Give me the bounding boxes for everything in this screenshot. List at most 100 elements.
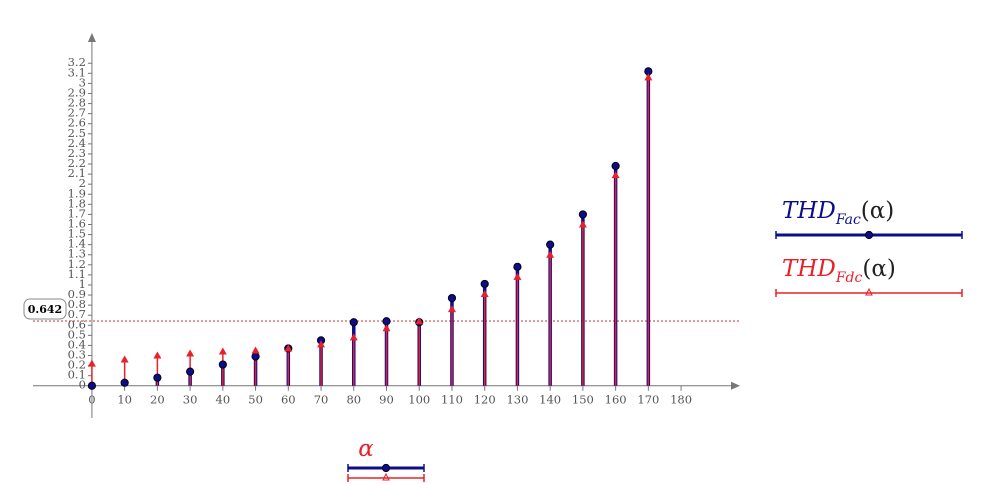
x-tick-label: 40 — [216, 393, 231, 407]
y-tick-label: 0.5 — [68, 327, 86, 341]
legend-label: THDFdc(α) — [782, 256, 896, 286]
point — [611, 171, 620, 179]
x-tick-label: 130 — [506, 393, 528, 407]
point — [186, 367, 195, 376]
y-tick-label: 2.5 — [68, 126, 86, 140]
y-tick-label: 1.1 — [68, 267, 86, 281]
point — [480, 279, 489, 289]
y-tick-label: 3.2 — [68, 55, 86, 69]
point — [644, 73, 653, 81]
y-tick-label: 2.8 — [68, 96, 86, 110]
point — [153, 351, 162, 359]
point — [513, 262, 522, 271]
x-tick-label: 120 — [474, 393, 496, 407]
x-tick-label: 90 — [379, 393, 394, 407]
x-tick-label: 60 — [281, 393, 296, 407]
y-tick-label: 2.2 — [68, 156, 86, 170]
y-tick-label: 0.1 — [68, 368, 86, 382]
x-axis-label: α — [358, 436, 374, 462]
y-tick-label: 2 — [79, 176, 86, 190]
point — [284, 344, 293, 352]
legend-marker — [864, 230, 874, 240]
legend-name: THD — [782, 256, 836, 282]
y-tick-label: 0.8 — [68, 297, 86, 311]
y-tick-label: 0.2 — [68, 358, 86, 372]
x-tick-label: 20 — [150, 393, 165, 407]
y-tick-label: 3 — [79, 75, 86, 89]
point — [349, 333, 358, 341]
y-tick-label: 0.3 — [68, 348, 86, 362]
y-tick-label: 2.7 — [68, 106, 86, 120]
legend-marker — [381, 463, 391, 473]
x-tick-label: 100 — [408, 393, 430, 407]
y-tick-label: 2.4 — [68, 136, 86, 150]
y-tick-label: 1.4 — [68, 237, 86, 251]
y-tick-label: 1.7 — [68, 206, 86, 220]
legend-marker — [865, 287, 873, 296]
point — [120, 355, 129, 363]
point — [218, 347, 227, 355]
x-tick-label: 80 — [346, 393, 361, 407]
legend-argument: (α) — [861, 198, 894, 224]
point — [317, 340, 326, 348]
y-tick-label: 1.5 — [68, 227, 86, 241]
y-tick-label: 2.1 — [68, 166, 86, 180]
point — [349, 318, 358, 327]
point — [87, 359, 96, 367]
y-tick-label: 1.9 — [68, 186, 86, 200]
point — [120, 378, 129, 387]
point — [87, 381, 97, 390]
y-tick-label: 2.6 — [68, 116, 86, 130]
point — [153, 373, 162, 382]
x-tick-label: 110 — [441, 393, 463, 407]
point — [611, 161, 620, 171]
y-tick-label: 1.3 — [68, 247, 86, 261]
y-tick-label: 1.2 — [68, 257, 86, 271]
y-tick-label: 2.3 — [68, 146, 86, 160]
x-tick-label: 10 — [117, 393, 132, 407]
x-tick-label: 70 — [314, 393, 329, 407]
point — [546, 240, 555, 249]
legend-marker — [382, 472, 390, 481]
legend-subscript: Fac — [835, 212, 861, 228]
point — [546, 250, 555, 258]
x-axis-arrow — [731, 381, 740, 390]
point — [447, 305, 456, 313]
x-tick-label: 30 — [183, 393, 198, 407]
y-tick-label: 1.6 — [68, 216, 86, 230]
x-tick-label: 160 — [605, 393, 627, 407]
y-tick-label: 1 — [79, 277, 86, 291]
point — [578, 220, 587, 228]
point — [415, 317, 424, 325]
x-tick-label: 150 — [572, 393, 594, 407]
marker-label: 0.642 — [28, 303, 62, 316]
point — [186, 349, 195, 357]
y-tick-label: 3.1 — [68, 65, 86, 79]
point — [513, 272, 522, 280]
y-axis-arrow — [87, 33, 96, 42]
point — [382, 317, 391, 326]
legend-name: THD — [782, 198, 836, 224]
legend-subscript: Fdc — [835, 270, 863, 286]
point — [578, 210, 587, 219]
x-tick-label: 180 — [670, 393, 692, 407]
legend-argument: (α) — [862, 256, 895, 282]
y-tick-label: 2.9 — [68, 85, 86, 99]
point — [447, 293, 457, 303]
legend-label: THDFac(α) — [782, 198, 894, 228]
x-tick-label: 170 — [637, 393, 659, 407]
point — [251, 352, 260, 361]
y-tick-label: 0.7 — [68, 307, 86, 321]
y-tick-label: 0.9 — [68, 287, 86, 301]
y-tick-label: 1.8 — [68, 196, 86, 210]
y-tick-label: 0.4 — [68, 337, 86, 351]
point — [480, 290, 489, 298]
point — [382, 324, 391, 332]
marker-label-box — [23, 298, 67, 320]
point — [218, 360, 227, 369]
x-tick-label: 50 — [248, 393, 263, 407]
x-tick-label: 140 — [539, 393, 561, 407]
point — [251, 346, 260, 354]
